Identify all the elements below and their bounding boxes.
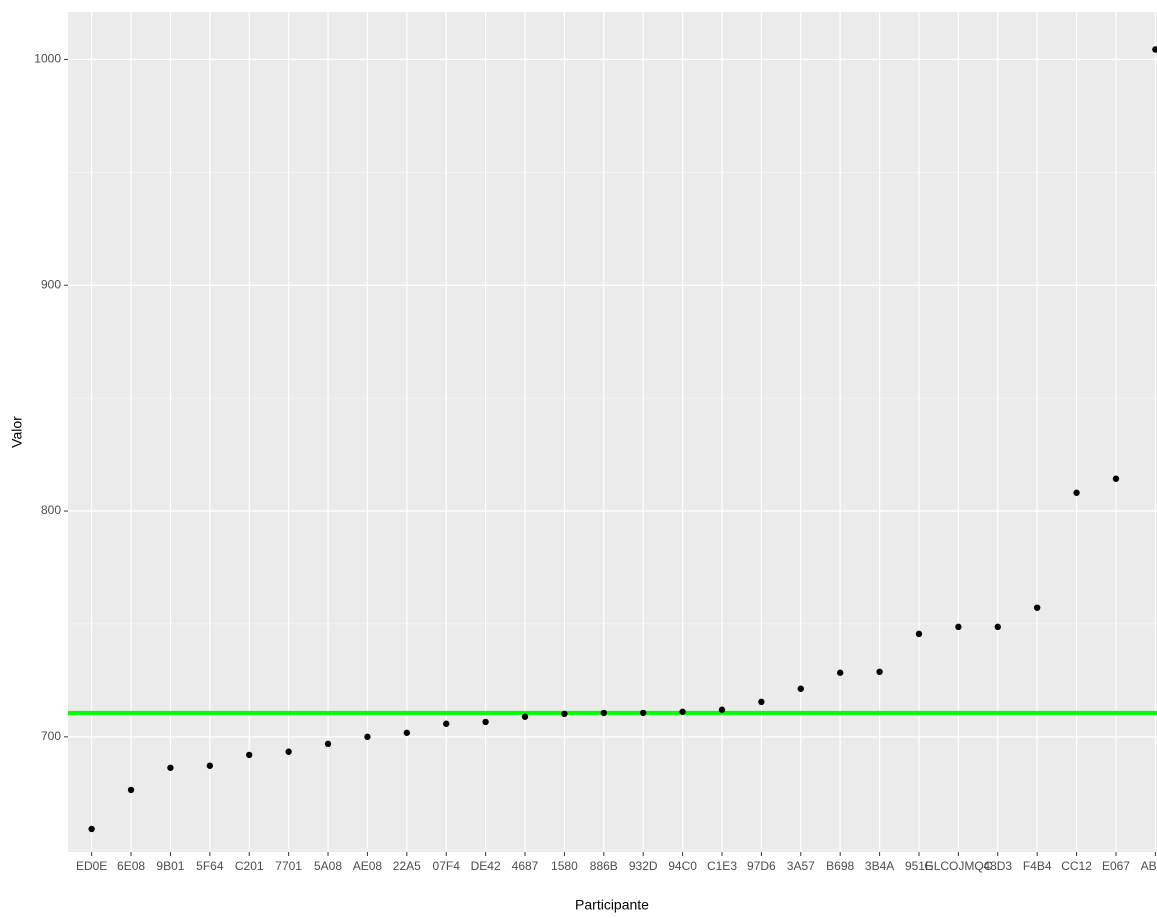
- x-tick-label: 5A08: [314, 859, 342, 873]
- x-tick-label: F4B4: [1023, 859, 1052, 873]
- x-tick-label: 886B: [590, 859, 618, 873]
- x-tick-label: 7701: [275, 859, 302, 873]
- x-tick-label: 9B01: [156, 859, 184, 873]
- y-tick-label: 1000: [34, 52, 61, 66]
- x-tick-label: 951E: [905, 859, 933, 873]
- point: [955, 623, 962, 631]
- point: [88, 825, 95, 833]
- point: [246, 751, 253, 759]
- point: [324, 740, 332, 748]
- point: [403, 729, 411, 736]
- x-tick-label: E067: [1102, 859, 1130, 873]
- point: [639, 709, 647, 717]
- y-tick-label: 800: [41, 503, 61, 517]
- x-tick-label: 07F4: [433, 859, 461, 873]
- x-tick-label: AB94: [1141, 859, 1157, 873]
- point: [285, 748, 292, 755]
- point: [1073, 489, 1080, 496]
- x-tick-label: 22A5: [393, 859, 421, 873]
- x-tick-label: GLCOJMQC: [924, 859, 992, 873]
- x-tick-label: 4687: [512, 859, 539, 873]
- panel: [68, 12, 1157, 852]
- point: [994, 623, 1001, 631]
- x-tick-label: DE42: [471, 859, 501, 873]
- point: [482, 718, 489, 726]
- x-tick-label: 6E08: [117, 859, 145, 873]
- point: [1152, 46, 1157, 53]
- y-tick-label: 700: [41, 729, 61, 743]
- x-tick-label: B698: [826, 859, 854, 873]
- point: [364, 733, 371, 741]
- point: [167, 764, 174, 771]
- x-tick-label: 932D: [629, 859, 658, 873]
- point: [600, 709, 608, 717]
- x-axis-title: Participante: [575, 897, 649, 913]
- x-tick-label: 3A57: [787, 859, 815, 873]
- x-tick-label: 97D6: [747, 859, 776, 873]
- y-tick-label: 900: [41, 277, 61, 291]
- point: [915, 630, 923, 638]
- point: [127, 786, 135, 794]
- x-tick-label: 1580: [551, 859, 578, 873]
- x-tick-label: 94C0: [668, 859, 697, 873]
- y-axis-title: Valor: [9, 416, 25, 448]
- point: [836, 669, 844, 676]
- x-tick-label: 3B4A: [865, 859, 894, 873]
- x-tick-label: C201: [235, 859, 264, 873]
- x-tick-label: 5F64: [196, 859, 224, 873]
- point: [521, 713, 529, 720]
- point: [679, 708, 686, 715]
- x-tick-label: C1E3: [707, 859, 737, 873]
- x-tick-label: CC12: [1061, 859, 1092, 873]
- x-tick-label: AE08: [353, 859, 383, 873]
- point: [718, 706, 726, 713]
- point: [1112, 475, 1120, 482]
- x-tick-label: ED0E: [76, 859, 107, 873]
- point: [758, 698, 765, 706]
- point: [206, 762, 214, 769]
- x-tick-label: 48D3: [983, 859, 1012, 873]
- point: [1033, 604, 1041, 611]
- point: [876, 668, 883, 676]
- point: [443, 720, 450, 727]
- point: [561, 710, 568, 718]
- point: [797, 685, 804, 692]
